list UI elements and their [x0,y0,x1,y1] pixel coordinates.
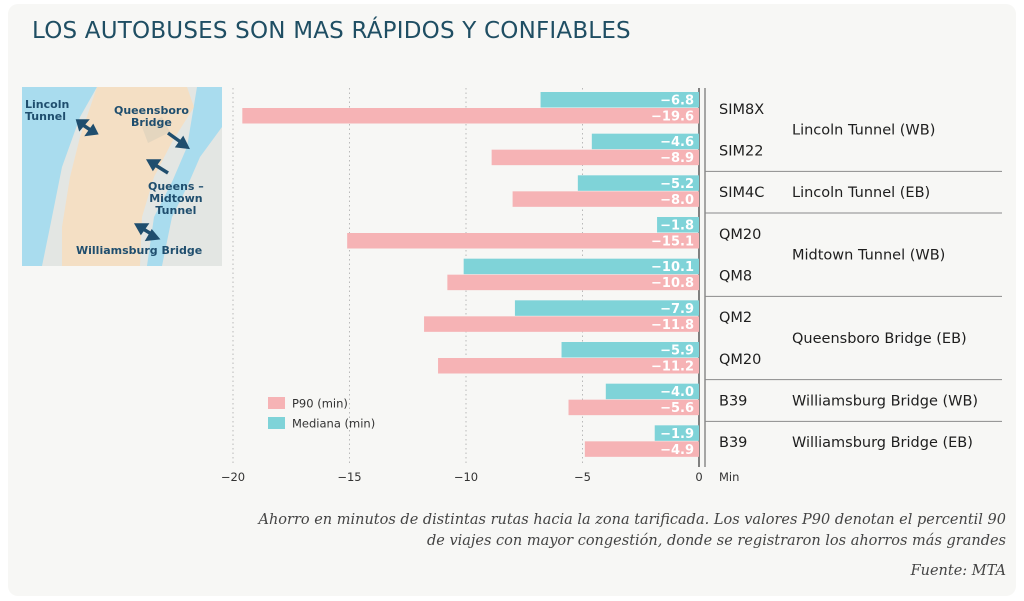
map-label-midtown-line1: Queens – [148,180,204,193]
data-label-p90: −10.8 [651,276,694,291]
x-tick-label: −10 [454,470,478,484]
x-tick-label: −5 [574,470,591,484]
route-label: B39 [719,394,747,410]
data-label-mediana: −4.6 [660,135,694,150]
map-label-midtown: Queens – Midtown Tunnel [148,181,204,217]
lincoln-arrowhead2-icon [84,123,99,137]
route-label: SIM4C [719,185,764,201]
legend-swatch [268,417,285,429]
data-label-p90: −5.6 [660,401,694,416]
bar-mediana [561,342,699,358]
inset-map: Lincoln Tunnel Queensboro Bridge Queens … [22,87,222,266]
legend-label: Mediana (min) [292,417,375,431]
legend-swatch [268,397,285,409]
route-group-label: Lincoln Tunnel (EB) [792,185,930,201]
x-unit-label: Min [719,470,739,484]
data-label-mediana: −7.9 [660,302,694,317]
midtown-arrowhead-icon [145,159,162,172]
route-group-label: Queensboro Bridge (EB) [792,331,967,347]
chart-title: LOS AUTOBUSES SON MAS RÁPIDOS Y CONFIABL… [32,18,631,44]
bar-p90 [347,233,699,249]
route-group-label: Lincoln Tunnel (WB) [792,123,935,139]
route-group-label: Williamsburg Bridge (WB) [792,394,978,410]
bar-mediana [514,300,699,316]
route-label: SIM8X [719,102,764,118]
route-label: B39 [719,435,747,451]
route-label: QM20 [719,227,761,243]
lincoln-arrowhead-icon [75,119,90,132]
map-graphic [22,87,222,266]
data-label-mediana: −4.0 [660,385,694,400]
bar-mediana [591,133,699,150]
data-label-p90: −19.6 [651,110,694,125]
map-arrows [75,119,191,242]
queensboro-arrowhead-icon [174,135,191,150]
bar-p90 [447,274,699,291]
route-group-label: Midtown Tunnel (WB) [792,248,945,264]
route-label: QM20 [719,352,761,368]
bar-p90 [568,399,699,416]
bar-p90 [584,441,699,457]
map-label-midtown-line3: Tunnel [155,204,197,217]
map-label-queensboro-line2: Bridge [131,116,172,129]
data-label-mediana: −1.9 [660,427,694,442]
x-tick-label: −15 [337,470,361,484]
map-label-queensboro-line1: Queensboro [114,104,189,117]
source-note: Fuente: MTA [910,563,1006,579]
data-label-p90: −8.9 [660,151,694,166]
caption-line-2: de viajes con mayor congestión, donde se… [426,533,1006,549]
bar-p90 [512,191,699,207]
data-label-mediana: −6.8 [660,94,694,109]
caption-line-1: Ahorro en minutos de distintas rutas hac… [258,512,1006,528]
bar-mediana [605,383,699,400]
map-label-lincoln-line1: Lincoln [25,98,70,111]
route-label: QM8 [719,269,752,285]
data-label-p90: −15.1 [651,235,694,250]
map-label-queensboro: Queensboro Bridge [114,105,189,129]
data-label-p90: −8.0 [660,193,694,208]
legend-label: P90 (min) [292,397,348,411]
bar-mediana [463,258,699,275]
map-label-midtown-line2: Midtown [149,192,203,205]
data-label-p90: −4.9 [660,443,694,458]
map-label-williamsburg-line1: Williamsburg Bridge [76,244,203,257]
data-label-p90: −11.8 [651,318,694,333]
route-label: QM2 [719,310,752,326]
data-label-mediana: −10.1 [651,260,694,275]
bar-p90 [242,108,699,124]
x-tick-label: −20 [221,470,245,484]
map-label-lincoln: Lincoln Tunnel [25,99,69,123]
data-label-mediana: −5.9 [660,344,694,359]
williamsburg-arrowhead-icon [133,223,150,236]
bar-mediana [577,175,699,191]
bar-p90 [438,358,699,374]
chart-caption: Ahorro en minutos de distintas rutas hac… [246,510,1006,552]
route-label: SIM22 [719,144,763,160]
bar-p90 [491,149,699,166]
data-label-mediana: −5.2 [660,177,694,192]
route-group-label: Williamsburg Bridge (EB) [792,435,973,451]
bar-mediana [657,217,699,233]
data-label-p90: −11.2 [651,360,694,375]
bar-mediana [540,92,699,108]
data-label-mediana: −1.8 [660,219,694,234]
map-label-lincoln-line2: Tunnel [25,110,67,123]
williamsburg-arrowhead2-icon [144,228,161,242]
bar-p90 [424,316,699,332]
bar-mediana [654,425,699,441]
x-tick-label: 0 [695,470,702,484]
map-label-williamsburg: Williamsburg Bridge [76,245,202,257]
